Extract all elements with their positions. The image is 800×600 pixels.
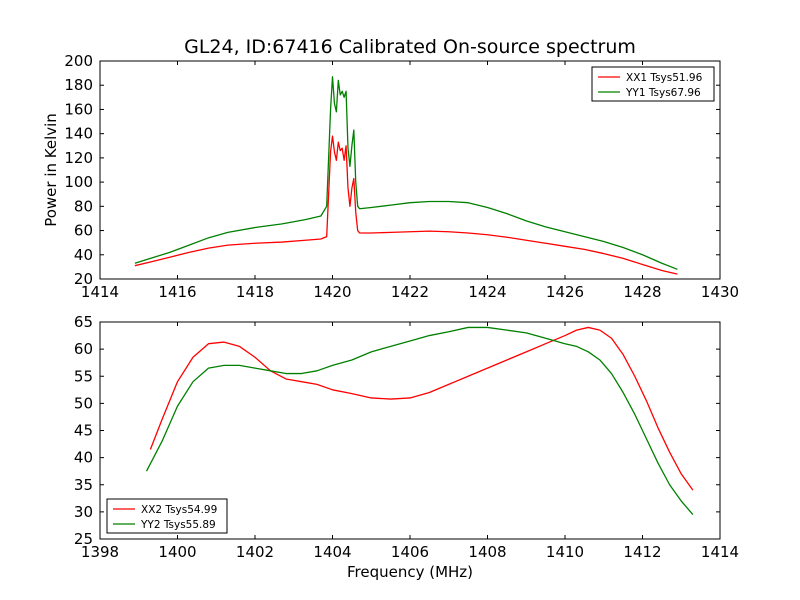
legend-box: [106, 498, 228, 534]
y-tick-label: 65: [74, 313, 93, 331]
legend-label: YY1 Tsys67.96: [625, 87, 701, 99]
y-tick-label: 50: [74, 394, 93, 412]
y-tick-label: 25: [74, 530, 93, 548]
x-tick-label: 1406: [391, 543, 429, 561]
top-axes: 1414 1416 1418 1420 1422 1424 1426 1428 1430 20 40…: [42, 52, 739, 301]
y-tick-label: 55: [74, 367, 93, 385]
legend-label: YY2 Tsys55.89: [140, 519, 216, 531]
x-tick-label: 1418: [236, 283, 274, 301]
x-tick-label: 1408: [468, 543, 506, 561]
x-tick-label: 1422: [391, 283, 429, 301]
y-tick-label: 35: [74, 476, 93, 494]
series-line-2-2: [145, 326, 694, 516]
x-tick-label: 1414: [701, 543, 739, 561]
plot-frame: [99, 321, 721, 540]
x-tick-label: 1424: [468, 283, 506, 301]
y-tick-label: 60: [74, 340, 93, 358]
x-axis-label: Frequency (MHz): [347, 563, 473, 581]
legend-box: [591, 66, 715, 102]
chart-title: GL24, ID:67416 Calibrated On-source spec…: [184, 36, 636, 58]
x-tick-label: 1430: [701, 283, 739, 301]
y-tick-label: 60: [74, 222, 93, 240]
x-tick-label: 1398: [81, 543, 119, 561]
y-tick-label: 120: [64, 149, 93, 167]
x-tick-label: 1416: [158, 283, 196, 301]
x-tick-label: 1412: [623, 543, 661, 561]
y-tick-label: 40: [74, 449, 93, 467]
x-tick-label: 1410: [546, 543, 584, 561]
x-tick-label: 1402: [236, 543, 274, 561]
y-axis-label: Power in Kelvin: [42, 113, 60, 227]
x-tick-label: 1400: [158, 543, 196, 561]
x-tick-label: 1426: [546, 283, 584, 301]
y-tick-label: 180: [64, 76, 93, 94]
y-tick-label: 160: [64, 100, 93, 118]
y-tick-label: 45: [74, 422, 93, 440]
y-tick-label: 30: [74, 503, 93, 521]
y-tick-label: 20: [74, 270, 93, 288]
y-tick-label: 140: [64, 125, 93, 143]
series-line-1-2: [134, 76, 678, 270]
x-tick-label: 1420: [313, 283, 351, 301]
plot-frame: [99, 60, 721, 280]
y-tick-label: 80: [74, 197, 93, 215]
legend-label: XX1 Tsys51.96: [626, 72, 703, 84]
x-tick-label: 1414: [81, 283, 119, 301]
y-tick-label: 200: [64, 52, 93, 70]
bottom-axes: 1398 1400 1402 1404 1406 1408 1410 1412 1414 25 30…: [74, 313, 739, 581]
y-tick-label: 40: [74, 246, 93, 264]
series-line-1-1: [134, 135, 678, 275]
y-tick-label: 100: [64, 173, 93, 191]
legend-label: XX2 Tsys54.99: [141, 504, 217, 516]
x-tick-label: 1404: [313, 543, 351, 561]
x-tick-label: 1428: [623, 283, 661, 301]
series-line-2-1: [149, 326, 694, 491]
